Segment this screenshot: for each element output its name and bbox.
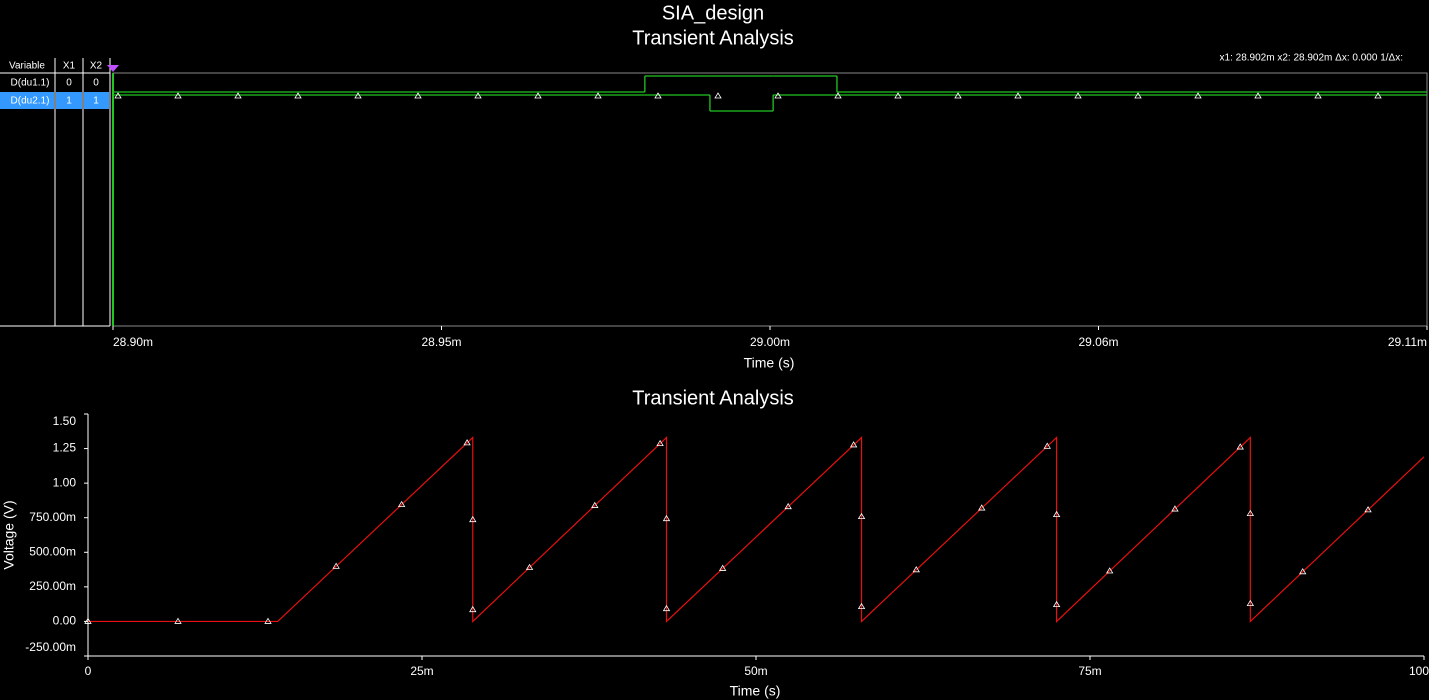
trace-marker	[332, 562, 340, 569]
table-cell: 0	[66, 78, 72, 89]
trace-marker	[849, 441, 858, 448]
trace-marker	[662, 604, 671, 612]
x-axis-label: Time (s)	[730, 683, 781, 699]
trace-marker	[174, 92, 182, 99]
trace-marker	[591, 501, 599, 508]
trace-marker	[662, 514, 671, 522]
x-tick-label: 28.95m	[421, 335, 461, 349]
trace-marker	[354, 92, 362, 99]
trace-marker	[954, 92, 962, 99]
trace-marker	[894, 92, 902, 99]
trace-marker	[1364, 506, 1372, 513]
x-tick-label: 75m	[1078, 664, 1101, 678]
trace-marker	[84, 617, 92, 624]
trace-marker	[834, 92, 842, 99]
x-tick-label: 25m	[410, 664, 433, 678]
trace-marker	[654, 92, 662, 99]
trace-marker	[264, 617, 272, 624]
row-highlight[interactable]	[56, 92, 82, 109]
trace-marker	[1043, 442, 1051, 449]
x-tick-label: 29.06m	[1078, 335, 1118, 349]
y-tick-label: 1.50	[53, 414, 77, 428]
trace-marker	[1299, 568, 1307, 575]
variable-table: Variable X1 X2 D(du1.1) 0 0 D(du2.1) 1 1	[0, 58, 111, 327]
y-tick-label: 500.00m	[29, 544, 76, 558]
x-tick-label: 50m	[744, 664, 767, 678]
trace-marker	[174, 617, 182, 624]
trace-marker	[718, 564, 727, 571]
table-cell[interactable]: D(du1.1)	[11, 78, 50, 89]
table-cell: 0	[93, 78, 99, 89]
x-tick-label: 28.90m	[113, 335, 153, 349]
trace-marker	[469, 515, 477, 523]
trace-marker	[114, 92, 122, 99]
trace-marker	[912, 566, 920, 573]
table-cell[interactable]: D(du2.1)	[11, 96, 50, 107]
trace-marker	[1074, 92, 1082, 99]
trace-marker	[1374, 92, 1382, 99]
trace-marker	[1052, 510, 1061, 518]
chart-title: Transient Analysis	[632, 27, 794, 49]
y-tick-label: 750.00m	[29, 510, 76, 524]
trace-marker	[784, 502, 792, 510]
x-tick-label: 29.11m	[1388, 335, 1427, 349]
trace-marker	[1052, 600, 1061, 608]
table-header: X1	[63, 61, 76, 72]
trace-marker	[294, 92, 302, 99]
table-cell: 1	[93, 96, 99, 107]
trace-marker	[1314, 92, 1322, 99]
window-title: SIA_design	[662, 2, 764, 24]
y-tick-label: 250.00m	[29, 579, 76, 593]
y-tick-label: 0.00	[53, 614, 77, 628]
trace-marker	[1246, 509, 1255, 516]
trace-marker	[857, 602, 866, 610]
trace-marker	[1236, 443, 1244, 450]
trace-marker	[857, 512, 866, 520]
trace-marker	[656, 439, 664, 446]
trace-marker	[525, 563, 534, 570]
trace-marker	[1171, 505, 1179, 512]
trace-marker	[469, 605, 477, 613]
series-line	[88, 436, 1425, 623]
trace-marker	[1134, 92, 1142, 99]
trace-marker	[474, 92, 482, 99]
trace-marker	[774, 92, 782, 99]
trace-marker	[534, 92, 542, 99]
table-cell: 1	[66, 96, 72, 107]
trace-marker	[463, 439, 471, 446]
x-tick-label: 0	[85, 664, 92, 678]
trace-marker	[1246, 599, 1255, 606]
trace-marker	[234, 92, 242, 99]
y-tick-label: 1.00	[53, 475, 77, 489]
trace-marker	[1105, 567, 1114, 574]
x-axis-label: Time (s)	[744, 355, 795, 371]
table-header: Variable	[9, 61, 45, 72]
y-axis-label: Voltage (V)	[1, 500, 17, 569]
row-highlight[interactable]	[84, 92, 109, 109]
trace-marker	[414, 92, 422, 99]
chart-title: Transient Analysis	[632, 387, 794, 409]
x-tick-label: 100m	[1409, 664, 1429, 678]
trace-marker	[397, 500, 406, 508]
x-tick-label: 29.00m	[750, 335, 790, 349]
table-header: X2	[90, 61, 103, 72]
trace-marker	[714, 92, 722, 99]
trace-marker	[978, 504, 986, 511]
trace-marker	[1194, 92, 1202, 99]
cursor-info: x1: 28.902m x2: 28.902m Δx: 0.000 1/Δx:	[1220, 53, 1403, 64]
trace-marker	[594, 92, 602, 99]
trace-marker	[1254, 92, 1262, 99]
y-tick-label: -250.00m	[25, 640, 76, 654]
y-tick-label: 1.25	[53, 441, 77, 455]
cursor-marker[interactable]	[107, 65, 119, 72]
row-highlight[interactable]	[0, 92, 54, 109]
trace-marker	[1014, 92, 1022, 99]
